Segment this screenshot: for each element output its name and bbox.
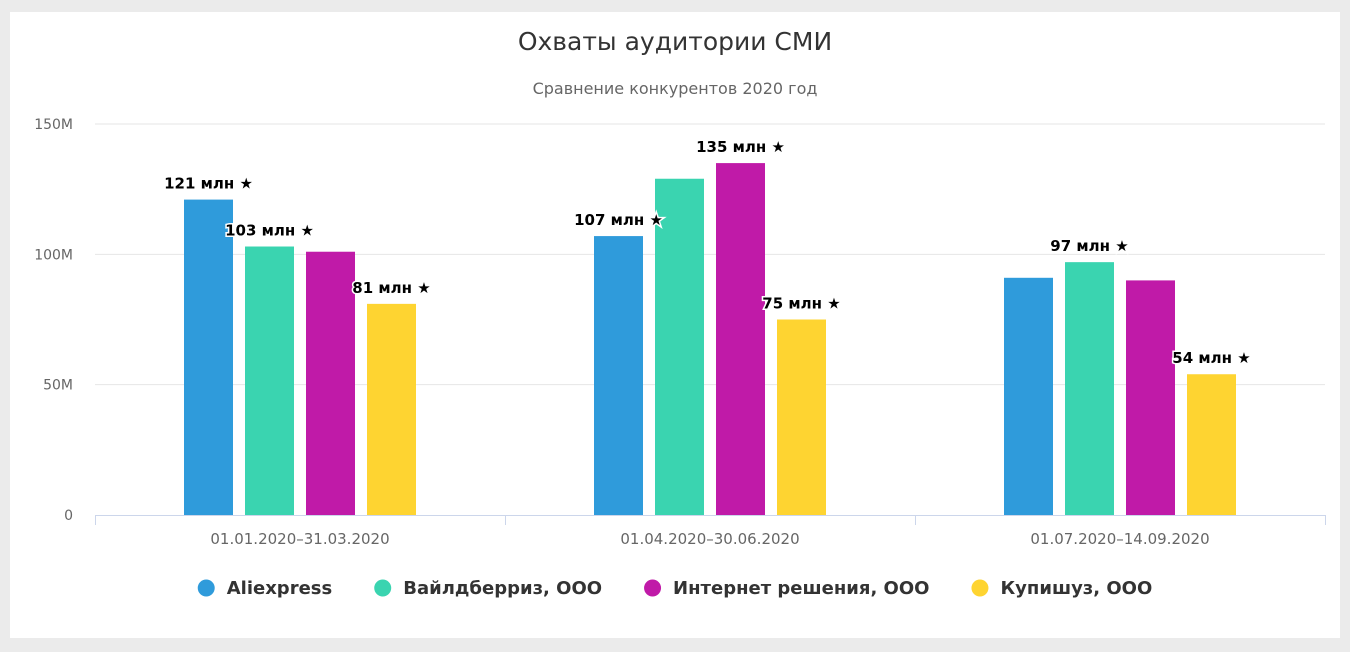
x-tick-label: 01.01.2020–31.03.2020: [210, 530, 389, 548]
chart-subtitle: Сравнение конкурентов 2020 год: [533, 79, 818, 98]
grid-layer: 0 50M 100M 150M: [34, 117, 1325, 524]
bar: [367, 303, 416, 515]
legend: Aliexpress Вайлдберриз, ООО Интернет решен…: [197, 578, 1152, 599]
data-label: 121 млн ★: [164, 175, 253, 193]
legend-item: Купишуз, ООО: [971, 578, 1152, 599]
data-label: 54 млн ★: [1172, 349, 1250, 367]
legend-marker: [197, 579, 215, 597]
x-axis: 01.01.2020–31.03.2020 01.04.2020–30.06.20…: [95, 515, 1326, 548]
y-tick-label: 0: [64, 508, 73, 524]
y-tick-label: 50M: [43, 378, 73, 394]
x-tick-label: 01.07.2020–14.09.2020: [1030, 530, 1209, 548]
y-tick-label: 100M: [34, 247, 73, 263]
bar: [306, 251, 355, 515]
legend-label: Интернет решения, ООО: [673, 578, 929, 599]
bar: [184, 199, 233, 516]
data-labels-layer: 121 млн ★ 107 млн ★ 103 млн ★ 97 млн ★ 135 м…: [163, 137, 1253, 369]
data-label: 135 млн ★: [696, 138, 785, 156]
x-tick-label: 01.04.2020–30.06.2020: [620, 530, 799, 548]
legend-marker: [971, 579, 989, 597]
bar: [594, 236, 643, 515]
legend-marker: [644, 579, 662, 597]
data-label: 81 млн ★: [352, 279, 430, 297]
chart-card: Охваты аудитории СМИ Сравнение конкурент…: [10, 12, 1340, 638]
legend-item: Интернет решения, ООО: [644, 578, 929, 599]
bar: [1065, 262, 1114, 515]
bar: [1126, 280, 1175, 515]
legend-item: Aliexpress: [197, 578, 333, 599]
legend-label: Aliexpress: [227, 578, 333, 599]
bars-layer: [184, 163, 1236, 516]
bar: [1187, 374, 1236, 515]
bar: [655, 178, 704, 516]
legend-marker: [374, 579, 392, 597]
chart-title: Охваты аудитории СМИ: [518, 27, 832, 56]
y-tick-label: 150M: [34, 117, 73, 133]
data-label: 97 млн ★: [1050, 237, 1128, 255]
legend-item: Вайлдберриз, ООО: [374, 578, 602, 599]
bar: [1004, 277, 1053, 515]
bar: [716, 163, 765, 515]
data-label: 75 млн ★: [762, 295, 840, 313]
legend-label: Купишуз, ООО: [1000, 578, 1152, 599]
legend-label: Вайлдберриз, ООО: [403, 578, 602, 599]
bar: [777, 319, 826, 515]
bar: [245, 246, 294, 515]
data-label: 107 млн ★: [574, 211, 663, 229]
data-label: 103 млн ★: [225, 222, 314, 240]
chart-svg: Охваты аудитории СМИ Сравнение конкурент…: [34, 27, 1326, 599]
